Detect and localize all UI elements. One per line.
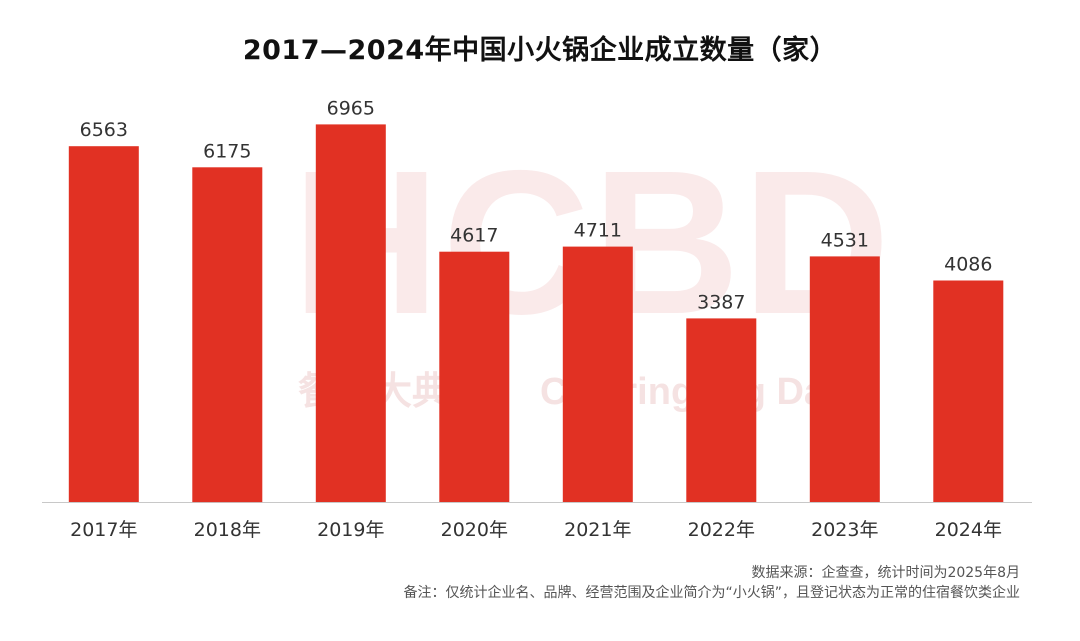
footnotes: 数据来源：企查查，统计时间为2025年8月 备注：仅统计企业名、品牌、经营范围及… <box>403 563 1020 603</box>
chart-title: 2017—2024年中国小火锅企业成立数量（家） <box>242 35 838 66</box>
x-tick-label-2017年: 2017年 <box>70 519 137 541</box>
x-tick-label-2018年: 2018年 <box>194 519 261 541</box>
data-label-2023年: 4531 <box>821 229 869 251</box>
x-tick-label-2021年: 2021年 <box>564 519 631 541</box>
bar-2021年 <box>562 246 633 502</box>
data-label-2024年: 4086 <box>944 254 992 276</box>
x-tick-label-2023年: 2023年 <box>811 519 878 541</box>
data-label-2020年: 4617 <box>450 225 498 247</box>
bar-2022年 <box>686 318 757 502</box>
bar-2024年 <box>933 280 1004 502</box>
bar-2023年 <box>809 256 880 502</box>
data-label-2017年: 6563 <box>80 119 128 141</box>
bar-chart: 6563 2017年 6175 2018年 6965 2019年 4617 2020年 4711… <box>42 97 1032 541</box>
data-label-2021年: 4711 <box>574 220 622 242</box>
bar-2017年 <box>68 146 139 502</box>
bar-2018年 <box>192 167 263 503</box>
remark-note: 备注：仅统计企业名、品牌、经营范围及企业简介为“小火锅”，且登记状态为正常的住宿… <box>403 585 1020 601</box>
x-tick-label-2020年: 2020年 <box>441 519 508 541</box>
data-label-2018年: 6175 <box>203 140 251 162</box>
data-source-note: 数据来源：企查查，统计时间为2025年8月 <box>751 565 1020 581</box>
x-tick-label-2022年: 2022年 <box>688 519 755 541</box>
bar-2020年 <box>439 251 510 502</box>
bar-2019年 <box>315 124 386 503</box>
x-tick-label-2024年: 2024年 <box>935 519 1002 541</box>
x-tick-label-2019年: 2019年 <box>317 519 384 541</box>
data-label-2022年: 3387 <box>697 291 745 313</box>
data-label-2019年: 6965 <box>327 97 375 119</box>
